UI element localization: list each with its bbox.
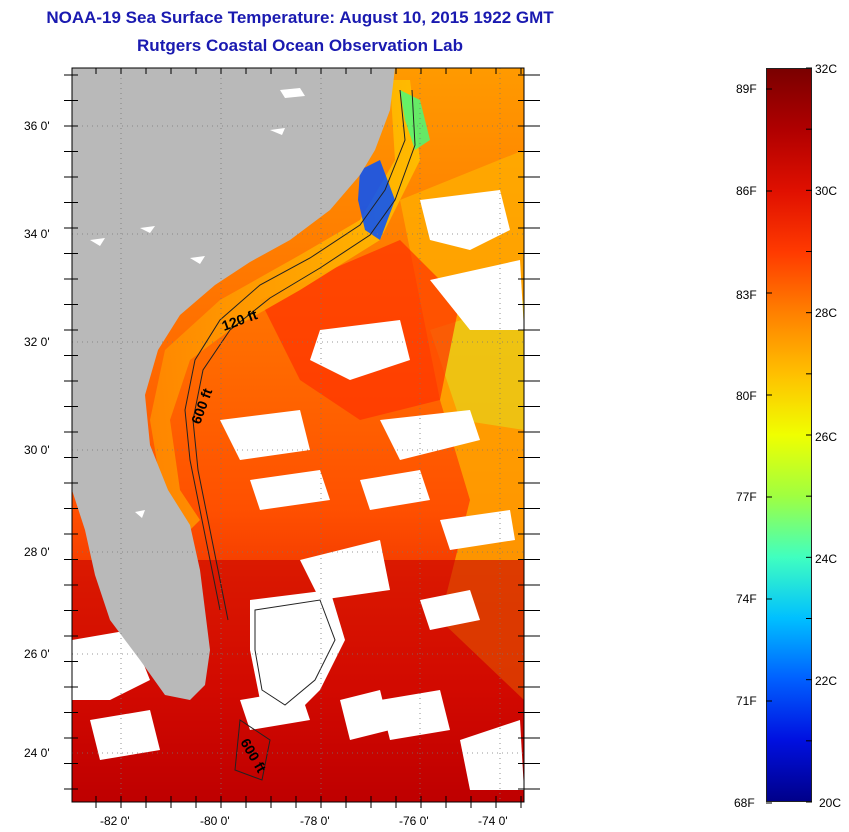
lat-label-24: 24 0' <box>24 746 50 760</box>
bank-contour-south <box>234 719 271 781</box>
lat-label-34: 34 0' <box>24 227 50 241</box>
lon-label-78: -78 0' <box>300 814 330 828</box>
land-mass <box>72 68 395 700</box>
cb-c-32: 32C <box>815 62 838 76</box>
cb-f-89: 89F <box>736 82 757 96</box>
temperature-colorbar <box>766 68 812 802</box>
cb-c-28: 28C <box>815 306 838 320</box>
cb-c-24: 24C <box>815 552 838 566</box>
cb-f-77: 77F <box>736 490 757 504</box>
map-title: NOAA-19 Sea Surface Temperature: August … <box>46 8 554 27</box>
map-body <box>72 68 524 802</box>
cb-f-86: 86F <box>736 184 757 198</box>
depth-contour-600ft <box>192 89 416 621</box>
lat-label-32: 32 0' <box>24 335 50 349</box>
inland-water <box>90 88 305 518</box>
lat-label-36: 36 0' <box>24 119 50 133</box>
cold-upwelling <box>358 160 395 240</box>
graticule <box>72 68 524 802</box>
cb-c-22: 22C <box>815 674 838 688</box>
bank-contour <box>254 599 336 706</box>
cb-c-30: 30C <box>815 184 838 198</box>
bahamas-bank <box>250 590 345 720</box>
cool-nearshore <box>400 90 430 150</box>
lon-label-82: -82 0' <box>100 814 130 828</box>
cb-f-68: 68F <box>734 796 755 810</box>
cb-f-83: 83F <box>736 288 757 302</box>
map-frame <box>71 67 525 803</box>
lat-label-26: 26 0' <box>24 647 50 661</box>
cb-c-20: 20C <box>819 796 842 810</box>
lat-label-28: 28 0' <box>24 545 50 559</box>
lon-label-74: -74 0' <box>478 814 508 828</box>
depth-contour-120ft <box>184 89 406 611</box>
bank-patch <box>340 690 390 740</box>
cb-c-26: 26C <box>815 430 838 444</box>
lat-label-30: 30 0' <box>24 443 50 457</box>
cb-f-74: 74F <box>736 592 757 606</box>
map-ticks <box>64 68 540 808</box>
map-subtitle: Rutgers Coastal Ocean Observation Lab <box>137 36 463 55</box>
cb-f-80: 80F <box>736 389 757 403</box>
cloud-mask <box>72 190 524 790</box>
lon-label-80: -80 0' <box>200 814 230 828</box>
cb-f-71: 71F <box>736 694 757 708</box>
lon-label-76: -76 0' <box>399 814 429 828</box>
